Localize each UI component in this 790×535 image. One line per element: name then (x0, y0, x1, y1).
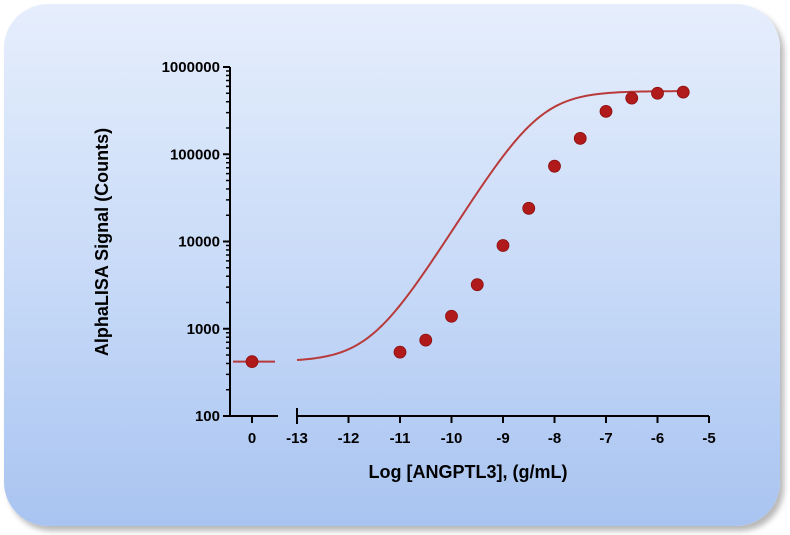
data-point (497, 239, 509, 251)
fit-curve-group (233, 91, 683, 361)
x-tick-label: -10 (441, 430, 463, 447)
x-tick-label: -6 (651, 430, 664, 447)
x-tick-label: -13 (286, 430, 308, 447)
x-tick-label: -8 (548, 430, 561, 447)
x-tick-label: -12 (338, 430, 360, 447)
data-point (446, 310, 458, 322)
x-tick-label: -5 (702, 430, 715, 447)
data-point (600, 105, 612, 117)
data-point (626, 92, 638, 104)
x-tick-label: -9 (496, 430, 509, 447)
data-point (394, 346, 406, 358)
y-tick-label: 1000000 (162, 59, 220, 76)
data-point (420, 334, 432, 346)
data-point (471, 279, 483, 291)
y-tick-label: 10000 (178, 234, 220, 251)
y-tick-label: 100 (195, 408, 220, 425)
y-tick-label: 100000 (170, 146, 220, 163)
data-point (574, 132, 586, 144)
data-point (652, 87, 664, 99)
data-points-group (246, 86, 689, 367)
x-tick-label: -11 (390, 430, 411, 447)
data-point (549, 160, 561, 172)
x-tick-label: 0 (248, 430, 256, 447)
x-tick-label: -7 (599, 430, 612, 447)
x-axis: 0 -13 -12 -11 -10 -9 -8 -7 -6 -5 (230, 408, 716, 447)
y-axis-title: AlphaLISA Signal (Counts) (92, 128, 112, 356)
data-point (246, 356, 258, 368)
fit-curve-line (297, 91, 683, 360)
data-point (523, 202, 535, 214)
data-point (677, 86, 689, 98)
x-axis-title: Log [ANGPTL3], (g/mL) (369, 462, 568, 482)
y-axis: 100 1000 10000 100000 1000000 (162, 59, 230, 425)
y-tick-label: 1000 (187, 321, 220, 338)
